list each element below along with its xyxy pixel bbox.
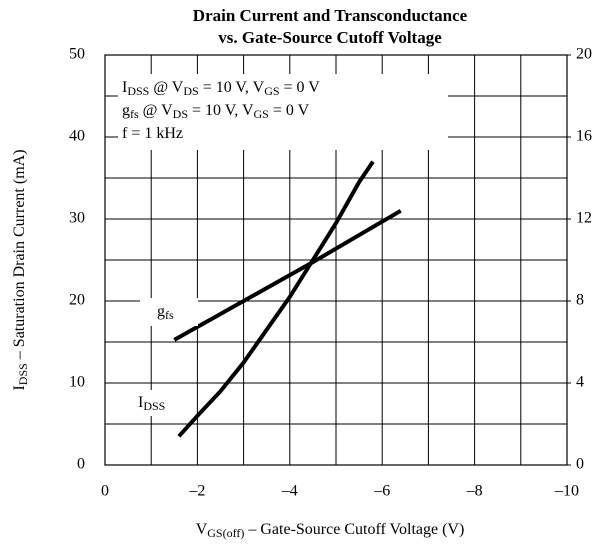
y-tick-label: 10 xyxy=(69,374,85,391)
chart-title: Drain Current and Transconductance xyxy=(193,6,468,25)
series-line xyxy=(177,160,375,438)
text-segment: I xyxy=(11,385,28,390)
text-segment: GS xyxy=(254,107,269,121)
annotation: IDSS @ VDS = 10 V, VGS = 0 V xyxy=(122,79,320,98)
series-line xyxy=(173,209,402,342)
annotation-box xyxy=(118,74,448,150)
series-label: gfs xyxy=(157,303,174,322)
text-segment: fs xyxy=(130,107,139,121)
series-label-bg xyxy=(140,298,198,326)
y2-tick-label: 0 xyxy=(576,456,584,473)
y-tick-label: 30 xyxy=(69,210,85,227)
x-tick-label: –6 xyxy=(373,483,390,500)
annotation: f = 1 kHz xyxy=(122,125,183,142)
x-tick-label: –8 xyxy=(466,483,483,500)
text-segment: DSS xyxy=(127,84,149,98)
y-tick-label: 40 xyxy=(69,128,85,145)
y-tick-label: 0 xyxy=(77,456,85,473)
x-tick-label: –2 xyxy=(188,483,205,500)
text-segment: @ V xyxy=(139,102,173,119)
text-segment: I xyxy=(138,394,143,411)
y2-tick-label: 16 xyxy=(576,128,592,145)
text-segment: f = 1 kHz xyxy=(122,125,183,142)
text-segment: I xyxy=(122,79,127,96)
text-segment: – Gate-Source Cutoff Voltage (V) xyxy=(244,521,464,538)
y-tick-label: 20 xyxy=(69,292,85,309)
x-tick-label: –4 xyxy=(281,483,298,500)
chart-title: vs. Gate-Source Cutoff Voltage xyxy=(218,28,442,47)
text-segment: DS xyxy=(183,84,198,98)
text-segment: DSS xyxy=(143,399,165,413)
text-segment: = 10 V, V xyxy=(188,102,254,119)
text-segment: = 0 V xyxy=(280,79,321,96)
text-segment: fs xyxy=(165,308,174,322)
y-axis-label: IDSS – Saturation Drain Current (mA) xyxy=(11,149,30,390)
x-tick-label: –10 xyxy=(554,483,579,500)
y-tick-label: 50 xyxy=(69,46,85,63)
text-segment: = 0 V xyxy=(269,102,310,119)
text-segment: @ V xyxy=(149,79,183,96)
y2-tick-label: 20 xyxy=(576,46,592,63)
text-segment: – Saturation Drain Current (mA) xyxy=(11,149,28,363)
y2-tick-label: 12 xyxy=(576,210,592,227)
text-segment: GS(off) xyxy=(207,526,244,540)
text-segment: GS xyxy=(264,84,279,98)
text-segment: DSS xyxy=(16,363,30,385)
text-segment: g xyxy=(157,303,165,320)
series-label: IDSS xyxy=(138,394,165,413)
y2-tick-label: 8 xyxy=(576,292,584,309)
annotation: gfs @ VDS = 10 V, VGS = 0 V xyxy=(122,102,310,121)
y2-tick-label: 4 xyxy=(576,374,584,391)
x-tick-label: 0 xyxy=(101,483,109,500)
text-segment: g xyxy=(122,102,130,119)
text-segment: DS xyxy=(173,107,188,121)
plot-frame xyxy=(104,54,568,466)
series-label-bg xyxy=(134,390,174,416)
text-segment: = 10 V, V xyxy=(199,79,265,96)
x-axis-label: VGS(off) – Gate-Source Cutoff Voltage (V… xyxy=(196,521,465,540)
text-segment: V xyxy=(196,521,208,538)
